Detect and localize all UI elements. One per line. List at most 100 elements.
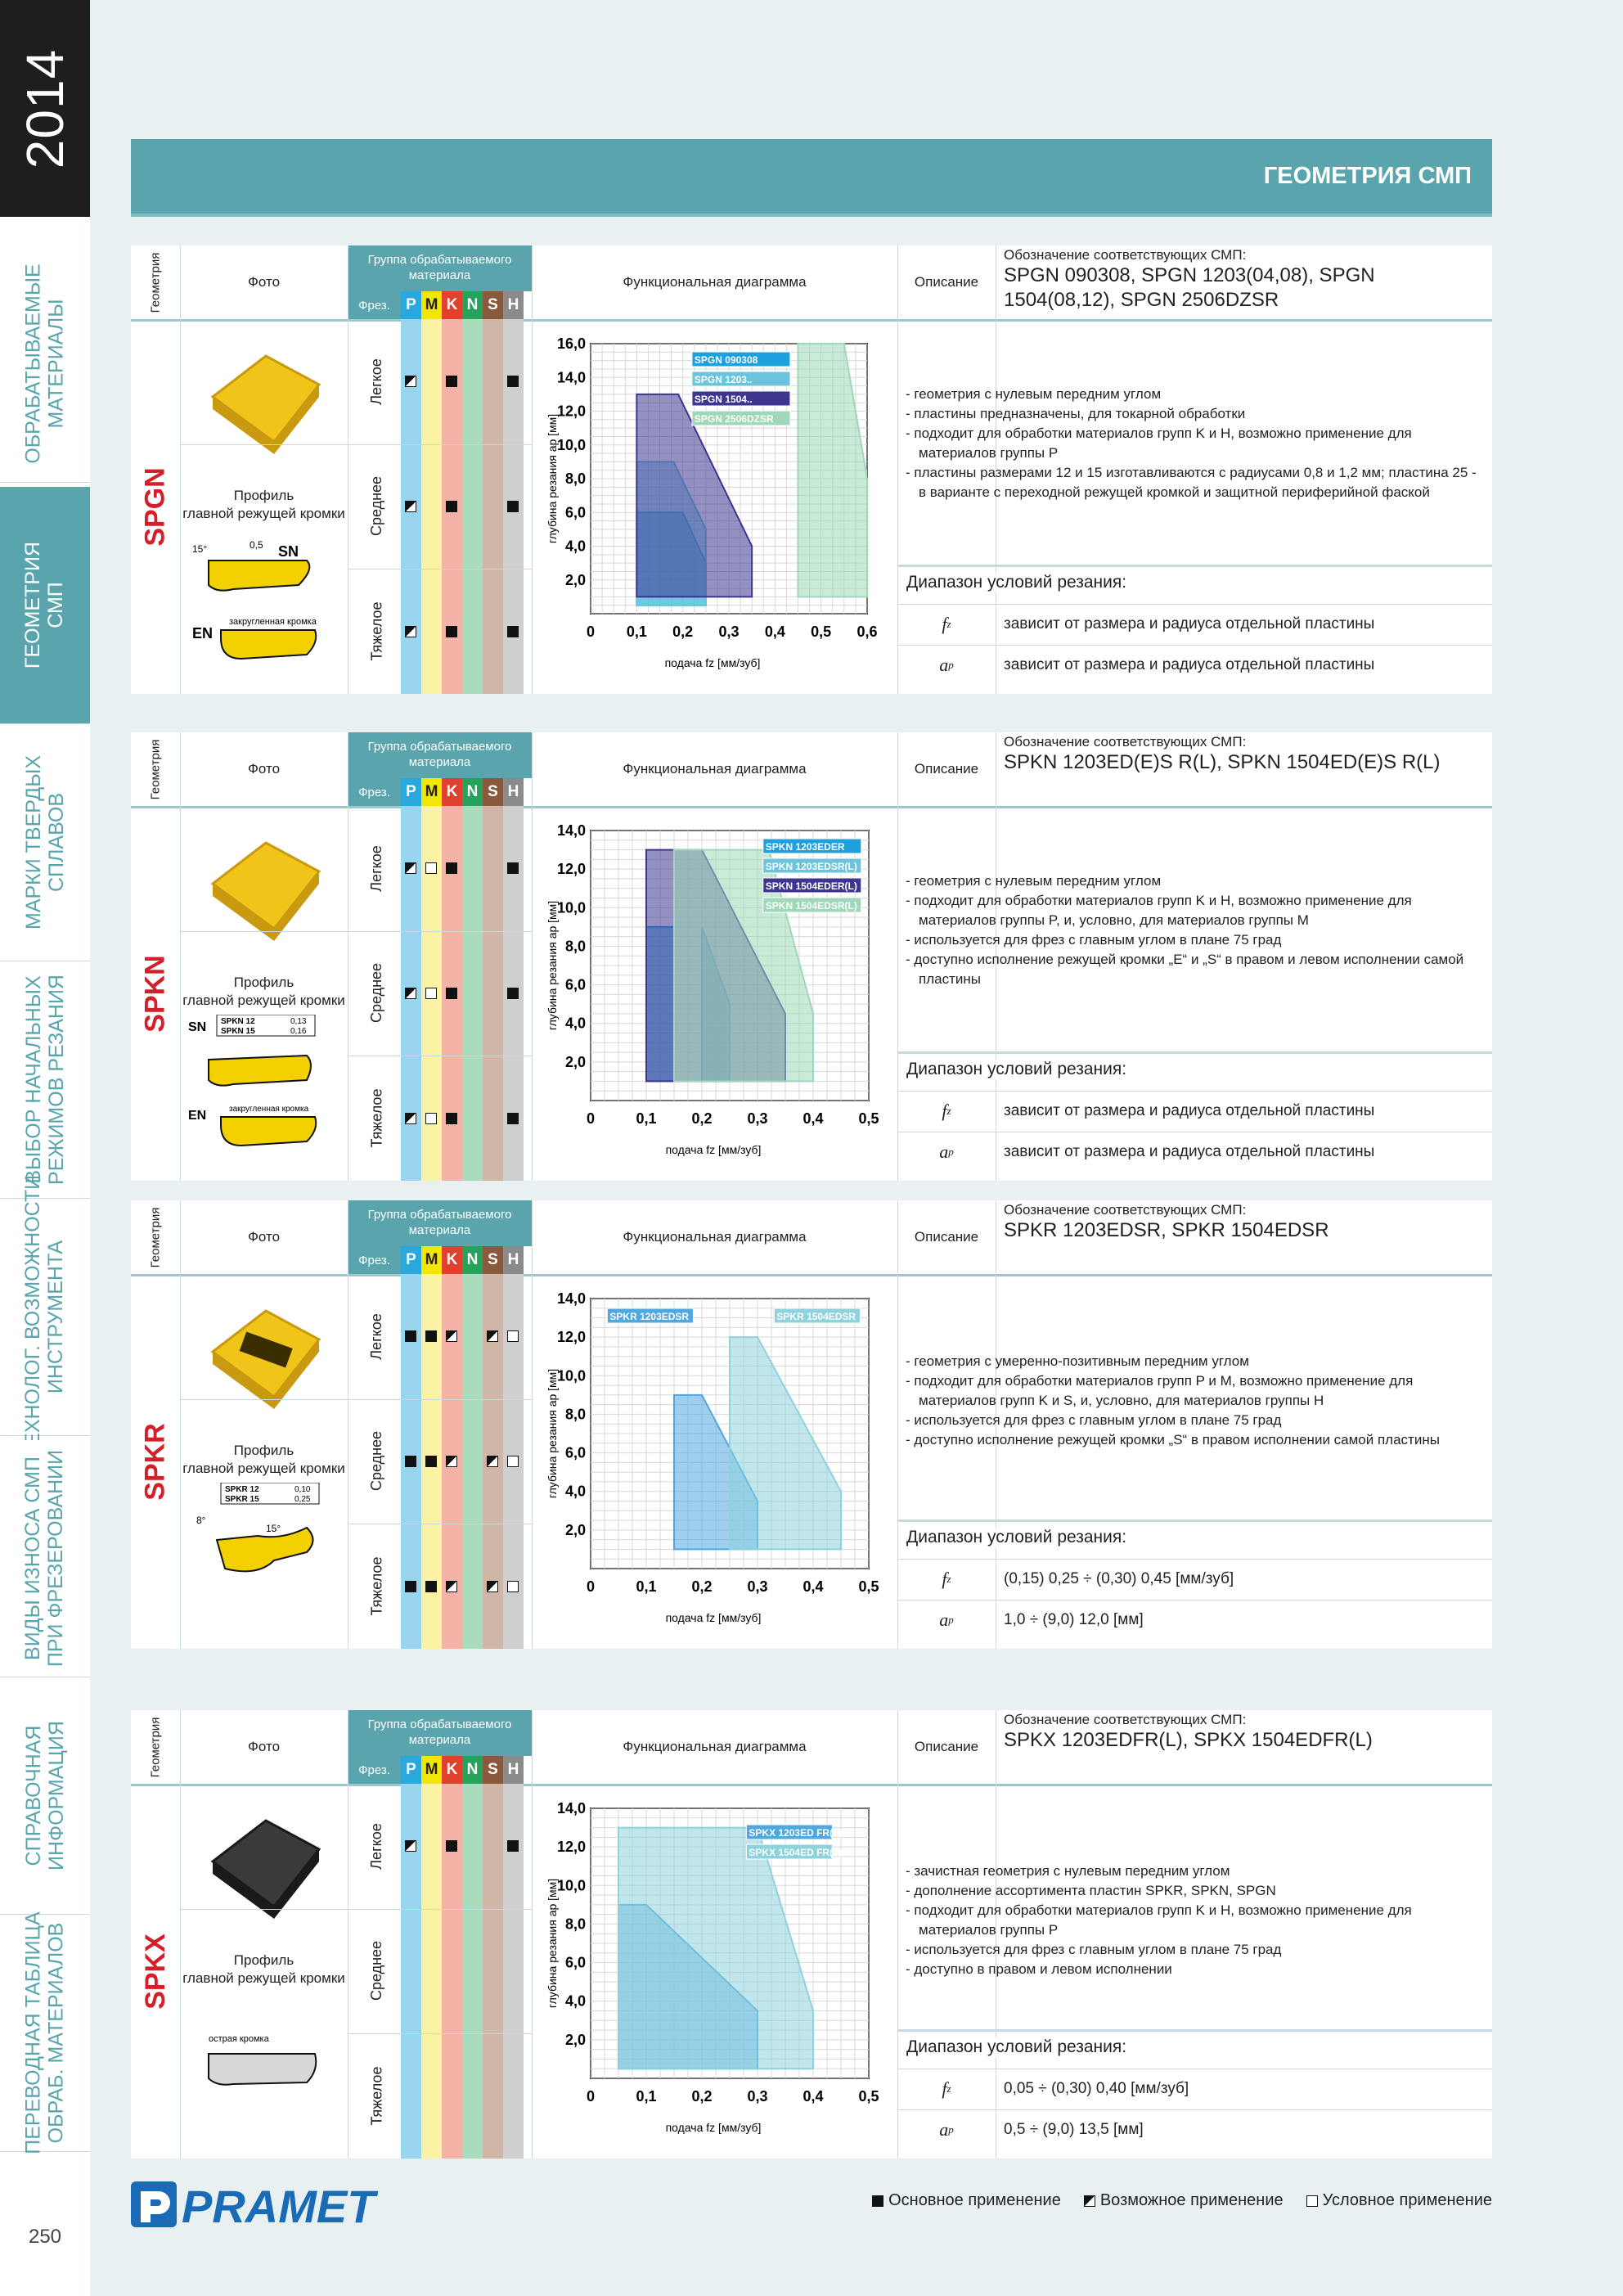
column-divider [532,1710,533,2159]
photo-divider [180,1398,348,1400]
material-column-bg [421,569,442,694]
full-square-icon [405,1456,416,1467]
material-column-bg [483,569,503,694]
sidebar-item-4[interactable]: ТЕХНОЛОГ. ВОЗМОЖНОСТИ ИНСТРУМЕНТА [0,1175,90,1459]
inserts-block: Обозначение соответствующих СМП: SPGN 090… [1004,247,1486,313]
description-item: - используется для фрез с главным углом … [906,932,1282,948]
header-divider [131,806,1492,808]
frez-label: Фрез. [348,291,401,319]
profile-annotation: SPKN 15 [221,1027,255,1036]
y-axis-label: глубина резания ap [мм] [546,901,559,1030]
range-divider [897,565,1492,567]
y-tick-label: 8,0 [565,470,586,487]
row-divider [348,443,532,445]
photo-divider [180,930,348,932]
series-legend-label: SPGN 1504.. [695,394,753,405]
y-tick-label: 10,0 [557,899,586,916]
full-square-icon [425,1456,437,1467]
description-item: - геометрия с нулевым передним углом [906,873,1162,889]
sidebar-item-label: ТЕХНОЛОГ. ВОЗМОЖНОСТИ ИНСТРУМЕНТА [21,1174,68,1460]
full-square-icon [446,376,457,388]
section-spgn: Геометрия Фото Группа обрабатываемого мате… [131,245,1492,694]
description-item: - доступно в правом и левом исполнении [906,1961,1172,1977]
half-square-icon [446,1580,457,1592]
photo-header: Фото [247,274,281,290]
profile-annotation: SPKR 12 [225,1485,259,1494]
material-column-bg [421,1784,442,1909]
sidebar-item-6[interactable]: СПРАВОЧНАЯ ИНФОРМАЦИЯ [0,1677,90,1915]
series-legend-box [762,838,862,854]
sidebar-item-3[interactable]: ВЫБОР НАЧАЛЬНЫХ РЕЖИМОВ РЕЗАНИЯ [0,961,90,1199]
x-tick-label: 0 [587,1110,595,1127]
description-item: - используется для фрез с главным углом … [906,1412,1282,1428]
sidebar-item-7[interactable]: ПЕРЕВОДНАЯ ТАБЛИЦА ОБРАБ. МАТЕРИАЛОВ [0,1911,90,2154]
x-tick-label: 0,1 [636,2088,656,2105]
sidebar-item-5[interactable]: ВИДЫ ИЗНОСА СМП ПРИ ФРЕЗЕРОВАНИИ [0,1440,90,1677]
series-legend-box [762,897,862,913]
legend-item-possible: Возможное применение [1083,2191,1284,2210]
inserts-value: SPKX 1203EDFR(L), SPKX 1504EDFR(L) [1004,1729,1373,1751]
full-square-icon [872,2195,884,2207]
y-tick-label: 14,0 [557,369,586,385]
row-divider [348,930,532,932]
inserts-block: Обозначение соответствующих СМП: SPKX 120… [1004,1712,1486,1753]
half-square-icon [405,625,416,637]
x-axis-label: подача fz [мм/зуб] [666,2121,762,2134]
inserts-label: Обозначение соответствующих СМП: [1004,1712,1247,1727]
material-column-bg [462,1056,483,1181]
sidebar-item-2[interactable]: МАРКИ ТВЕРДЫХ СПЛАВОВ [0,724,90,961]
load-level-label: Тяжелое [368,1556,385,1616]
description-list: - геометрия с нулевым передним углом - пл… [906,385,1486,502]
load-level-label: Среднее [368,476,384,537]
series-area-3 [797,343,868,598]
section-spkn: Геометрия Фото Группа обрабатываемого мате… [131,732,1492,1181]
material-column-bg [421,443,442,569]
material-column-bg [483,930,503,1056]
column-divider [532,245,533,694]
full-square-icon [446,1112,457,1124]
brand-name: PRAMET [182,2181,379,2232]
section-spkr: Геометрия Фото Группа обрабатываемого мате… [131,1200,1492,1649]
inserts-block: Обозначение соответствующих СМП: SPKR 120… [1004,1202,1486,1243]
material-letter-s: S [483,1756,503,1784]
description-item: - подходит для обработки материалов груп… [906,425,1412,461]
material-column-bg [462,1524,483,1649]
full-square-icon [446,1840,457,1853]
material-column-bg [483,443,503,569]
x-tick-label: 0,5 [811,624,831,640]
load-level-label: Легкое [368,845,384,892]
x-tick-label: 0,2 [691,1110,712,1127]
description-header: Описание [914,1739,979,1754]
inserts-label: Обозначение соответствующих СМП: [1004,734,1247,750]
profile-annotation: SN [278,543,299,560]
material-letter-s: S [483,291,503,319]
empty-square-icon [1306,2195,1318,2207]
geometry-header: Геометрия [148,1717,163,1777]
profile-annotation: острая кромка [209,2034,270,2044]
material-letter-k: K [442,778,462,806]
series-legend-box [773,1308,861,1324]
material-column-bg [462,806,483,931]
range-row-divider [897,645,1492,646]
sidebar-item-0[interactable]: ОБРАБАТЫВАЕМЫЕ МАТЕРИАЛЫ [0,245,90,483]
geometry-code: SPKX [139,1933,171,2010]
empty-square-icon [507,1580,519,1592]
full-square-icon [507,1840,519,1853]
ap-value: зависит от размера и радиуса отдельной п… [1004,656,1375,673]
x-axis-label: подача fz [мм/зуб] [665,656,761,669]
sidebar-item-1[interactable]: ГЕОМЕТРИЯ СМП [0,487,90,724]
x-tick-label: 0,2 [691,1578,712,1595]
column-divider [180,1710,181,2159]
x-tick-label: 0,3 [747,1110,767,1127]
profile-annotation: 15° [266,1523,281,1534]
full-square-icon [446,988,457,999]
material-column-bg [503,1908,524,2034]
photo-header: Фото [247,761,281,777]
half-square-icon [1083,2195,1095,2207]
description-item: - пластины предназначены, для токарной о… [906,406,1246,421]
half-square-icon [446,1456,457,1467]
